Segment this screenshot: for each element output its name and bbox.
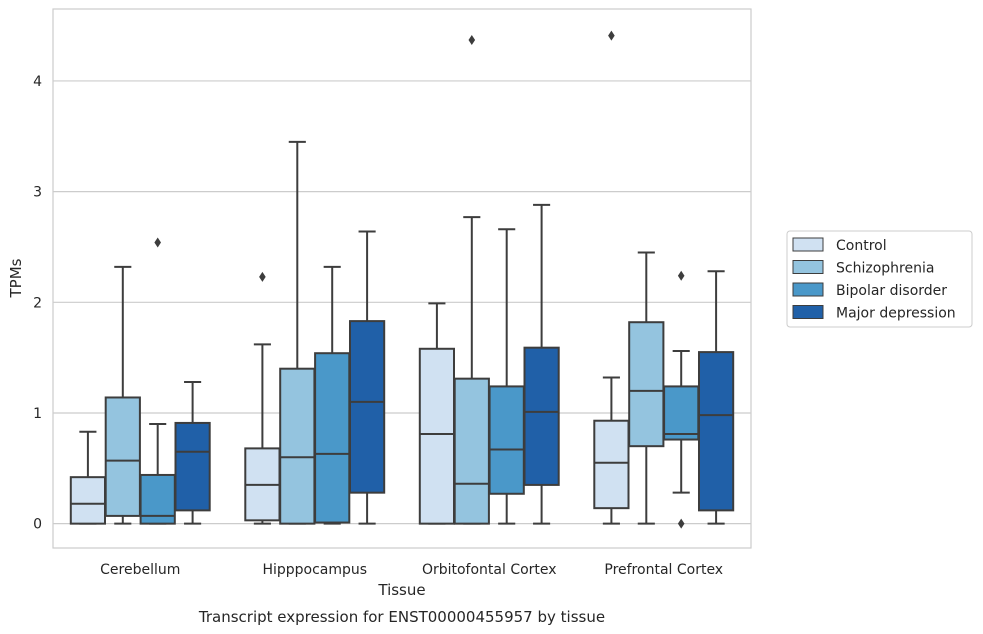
y-tick-label: 2: [33, 295, 42, 311]
legend-swatch: [792, 282, 824, 297]
y-tick-label: 0: [33, 517, 42, 533]
box-3-4: [663, 270, 700, 529]
box-body: [104, 396, 141, 517]
x-tick-label: Prefrontal Cortex: [604, 562, 723, 578]
box-body: [314, 352, 351, 524]
box-body: [697, 351, 735, 512]
box-3-3: [488, 228, 525, 525]
box-2-2: [279, 140, 316, 525]
box-2-1: [104, 265, 141, 525]
x-axis-ticks: Cerebellum Hipppocampus Orbitofontal Corte…: [100, 562, 723, 578]
y-axis-ticks: 0 1 2 3 4: [33, 74, 42, 533]
box-body: [488, 385, 525, 495]
legend-swatch: [792, 237, 824, 252]
box-body: [663, 385, 700, 441]
box-body: [453, 377, 490, 525]
legend-label: Bipolar disorder: [836, 283, 947, 299]
box-body: [174, 421, 211, 512]
x-tick-label: Hipppocampus: [262, 562, 367, 578]
box-body: [418, 347, 456, 525]
outlier-marker: [259, 271, 266, 282]
box-2-4: [628, 251, 665, 525]
box-2-3: [453, 34, 490, 525]
box-4-3: [523, 203, 560, 525]
box-groups: [69, 30, 735, 529]
outlier-marker: [608, 30, 615, 41]
box-4-1: [174, 380, 211, 525]
y-tick-label: 4: [33, 74, 42, 90]
box-body: [279, 367, 316, 525]
box-body: [348, 320, 386, 494]
box-1-2: [244, 271, 281, 525]
legend: Control Schizophrenia Bipolar disorder Majo…: [786, 230, 973, 328]
legend-swatch: [792, 260, 824, 274]
y-tick-label: 1: [33, 406, 42, 422]
box-1-4: [593, 30, 630, 525]
box-body: [628, 321, 665, 448]
x-tick-label: Orbitofontal Cortex: [422, 562, 557, 578]
box-1-1: [69, 430, 107, 525]
outlier-marker: [154, 237, 161, 248]
legend-label: Major depression: [836, 306, 956, 322]
box-4-4: [697, 270, 735, 525]
x-tick-label: Cerebellum: [100, 562, 180, 578]
box-body: [593, 419, 630, 510]
box-body: [523, 346, 560, 486]
y-axis-label: TPMs: [7, 258, 25, 298]
x-axis-label: Tissue: [377, 581, 425, 599]
legend-frame: [786, 230, 973, 328]
outlier-marker: [677, 518, 685, 529]
box-body: [69, 476, 107, 525]
plot-area: [52, 8, 752, 549]
legend-swatch: [792, 305, 824, 319]
legend-label: Control: [836, 238, 887, 254]
legend-label: Schizophrenia: [836, 261, 934, 277]
outlier-marker: [468, 34, 476, 45]
y-tick-label: 3: [33, 185, 42, 201]
chart-caption: Transcript expression for ENST0000045595…: [198, 608, 605, 626]
outlier-marker: [677, 270, 685, 281]
box-4-2: [348, 230, 386, 525]
